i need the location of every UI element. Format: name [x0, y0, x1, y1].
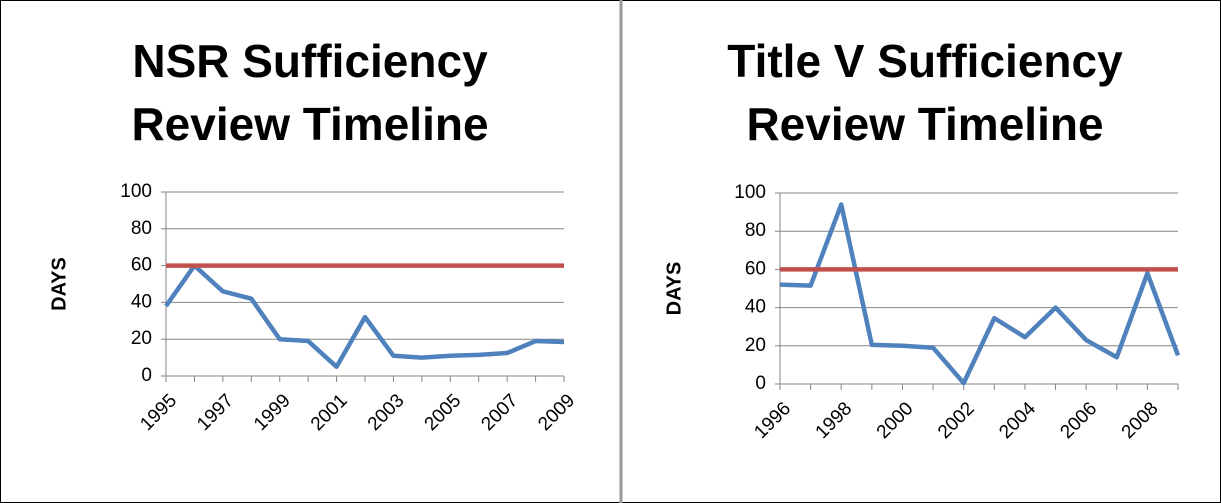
y-tick-label: 100 — [120, 181, 152, 202]
x-tick-label: 1997 — [193, 390, 238, 435]
x-tick-label: 1999 — [250, 390, 295, 435]
y-tick-label: 40 — [131, 291, 152, 312]
y-tick-label: 80 — [745, 220, 766, 241]
x-tick-label: 1996 — [750, 398, 795, 443]
x-tick-label: 2000 — [873, 398, 918, 443]
chart: Title V Sufficiency Review Timeline DAYS 0 2… — [663, 35, 1181, 443]
y-tick-label: 60 — [745, 258, 766, 279]
y-tick-label: 20 — [131, 328, 152, 349]
y-tick-label: 20 — [745, 335, 766, 356]
x-tick-label: 2009 — [534, 390, 579, 435]
chart: NSR Sufficiency Review Timeline DAYS 0 20 40 6… — [48, 35, 579, 435]
y-axis-label: DAYS — [663, 262, 685, 316]
chart-title: NSR Sufficiency — [132, 35, 488, 87]
x-tick-label: 2008 — [1118, 398, 1163, 443]
x-tick-label: 2004 — [995, 398, 1040, 443]
chart-title: Review Timeline — [746, 98, 1103, 150]
series-line — [779, 202, 1181, 386]
y-axis-label: DAYS — [48, 257, 70, 311]
y-tick-label: 60 — [131, 255, 152, 276]
x-tick-label: 2007 — [477, 390, 522, 435]
y-tick-label: 80 — [131, 218, 152, 239]
chart-title: Title V Sufficiency — [727, 35, 1123, 87]
x-tick-label: 2005 — [421, 390, 466, 435]
x-tick-label: 2002 — [934, 398, 979, 443]
y-tick-label: 0 — [141, 365, 152, 386]
x-tick-label: 1998 — [812, 398, 857, 443]
y-tick-label: 100 — [734, 182, 766, 203]
series-line — [164, 263, 565, 370]
x-tick-label: 1995 — [136, 390, 181, 435]
chart-title: Review Timeline — [131, 98, 488, 150]
y-tick-label: 0 — [755, 373, 766, 394]
x-tick-label: 2006 — [1056, 398, 1101, 443]
x-tick-label: 2001 — [307, 390, 352, 435]
x-tick-label: 2003 — [364, 390, 409, 435]
y-tick-label: 40 — [745, 297, 766, 318]
